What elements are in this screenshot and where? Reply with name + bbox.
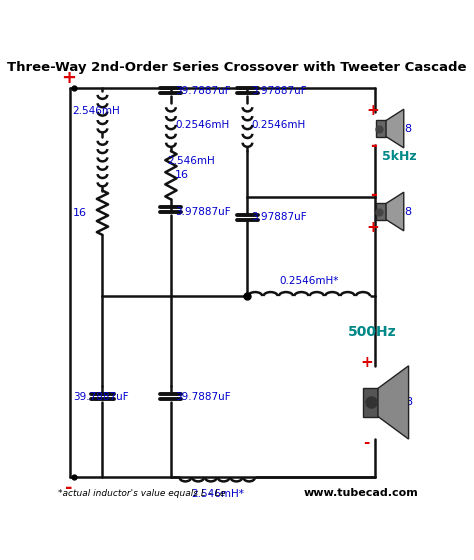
Bar — [376, 120, 386, 137]
Text: 39.7887uF: 39.7887uF — [73, 392, 128, 402]
Text: -: - — [364, 435, 370, 450]
Text: 3.97887uF: 3.97887uF — [252, 86, 307, 96]
Text: 2.546mH: 2.546mH — [167, 156, 215, 166]
Text: 500Hz: 500Hz — [348, 325, 397, 339]
Text: 39.7887uF: 39.7887uF — [175, 86, 230, 96]
Text: 8: 8 — [404, 207, 411, 217]
Polygon shape — [386, 109, 404, 148]
Text: 5kHz: 5kHz — [382, 150, 417, 164]
Text: www.tubecad.com: www.tubecad.com — [303, 488, 418, 498]
Text: 39.7887uF: 39.7887uF — [175, 392, 230, 402]
Text: +: + — [367, 220, 380, 235]
Text: +: + — [360, 354, 373, 370]
Text: 3.97887uF: 3.97887uF — [252, 212, 307, 222]
Text: 0.2546mH*: 0.2546mH* — [279, 276, 339, 286]
Text: 8: 8 — [405, 398, 412, 408]
Text: +: + — [61, 69, 76, 87]
Text: 0.2546mH: 0.2546mH — [252, 119, 306, 129]
Bar — [364, 388, 378, 417]
Polygon shape — [378, 366, 409, 439]
Text: 2.546mH*: 2.546mH* — [191, 489, 244, 498]
Text: 16: 16 — [73, 208, 87, 218]
Text: -: - — [65, 479, 73, 497]
Text: -: - — [370, 186, 376, 204]
Text: Three-Way 2nd-Order Series Crossover with Tweeter Cascade: Three-Way 2nd-Order Series Crossover wit… — [7, 61, 467, 74]
Polygon shape — [386, 192, 404, 231]
Text: *actual inductor's value equals L - Le: *actual inductor's value equals L - Le — [58, 489, 226, 498]
Text: 0.2546mH: 0.2546mH — [175, 119, 229, 129]
Text: 8: 8 — [404, 124, 411, 133]
Text: 16: 16 — [175, 170, 189, 180]
Text: 3.97887uF: 3.97887uF — [175, 207, 230, 217]
Text: +: + — [367, 104, 380, 118]
Text: 2.546mH: 2.546mH — [73, 106, 120, 116]
Bar — [376, 203, 386, 220]
Text: -: - — [370, 137, 376, 155]
